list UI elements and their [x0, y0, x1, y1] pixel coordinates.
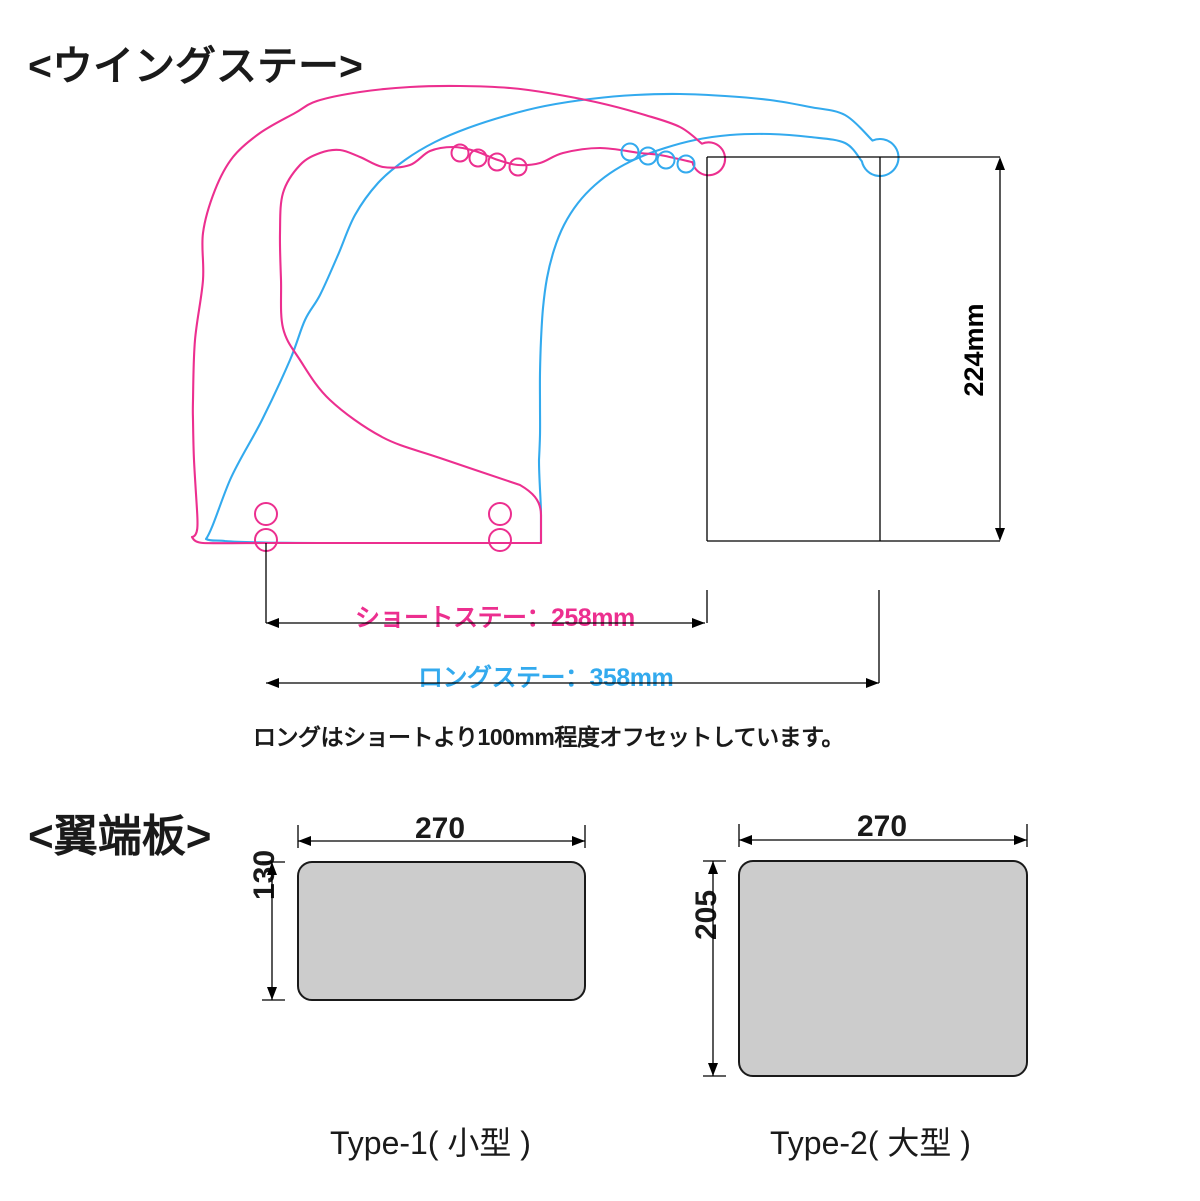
svg-text:224mm: 224mm	[959, 303, 989, 396]
